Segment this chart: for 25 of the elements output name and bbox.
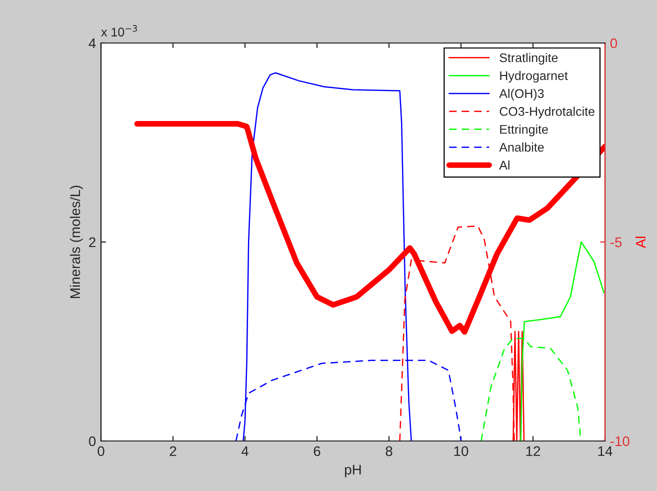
x-axis-title: pH xyxy=(345,464,361,478)
x-tick-label: 4 xyxy=(241,446,248,456)
y-axis-title: Minerals (moles/L) xyxy=(70,186,83,298)
legend-label: Stratlingite xyxy=(500,53,558,65)
x-tick-label: 2 xyxy=(170,446,176,456)
y2-tick-label: -10 xyxy=(610,436,630,446)
x-tick-label: 8 xyxy=(386,446,392,456)
x-tick-label: 6 xyxy=(314,446,320,456)
legend-label: Al xyxy=(499,160,510,170)
y-tick-label: 0 xyxy=(88,436,96,446)
y2-tick-label: 0 xyxy=(610,38,618,48)
y2-axis-title: Al xyxy=(635,236,646,248)
legend-label: Hydrogarnet xyxy=(500,70,568,83)
legend-label: Ettringite xyxy=(500,124,548,136)
x-tick-label: 14 xyxy=(598,446,612,456)
x-tick-label: 10 xyxy=(454,446,468,456)
x-tick-label: 12 xyxy=(526,446,540,456)
legend-label: Al(OH)3 xyxy=(499,88,544,100)
y-tick-label: 4 xyxy=(88,38,96,48)
y-tick-label: 2 xyxy=(89,237,96,248)
legend-label: Analbite xyxy=(499,142,544,152)
y2-tick-label: -5 xyxy=(610,237,622,248)
text: x 10$^{−3}$ xyxy=(101,25,137,36)
legend-label: CO3-Hydrotalcite xyxy=(500,106,594,118)
x-tick-label: 0 xyxy=(98,446,104,456)
